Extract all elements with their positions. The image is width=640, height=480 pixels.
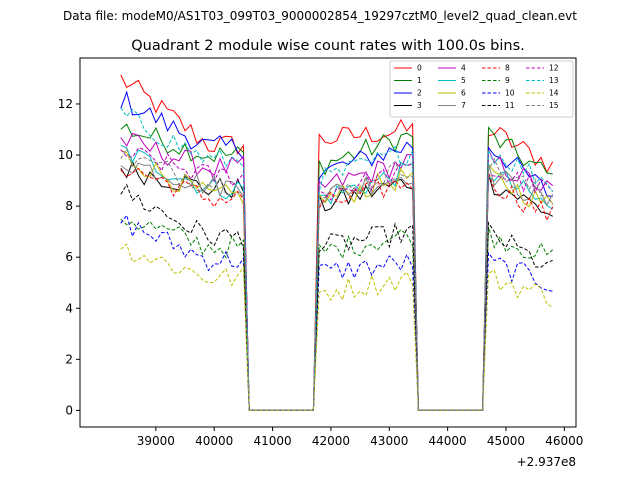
plot-frame	[79, 57, 577, 428]
legend-label: 7	[461, 101, 466, 110]
series-line-15	[120, 147, 554, 411]
x-tick-label: 40000	[195, 434, 233, 448]
x-offset-label: +2.937e8	[517, 455, 576, 469]
figure-suptitle: Data file: modeM0/AS1T03_099T03_90000028…	[63, 9, 577, 23]
legend-label: 3	[417, 101, 422, 110]
y-tick-label: 2	[65, 352, 73, 366]
legend-label: 10	[505, 89, 515, 98]
legend-label: 14	[549, 89, 559, 98]
legend-box	[389, 60, 574, 118]
plot-layer	[120, 74, 554, 411]
series-line-9	[120, 218, 554, 411]
x-tick-label: 39000	[137, 434, 175, 448]
legend-label: 9	[505, 76, 510, 85]
y-tick-label: 4	[65, 301, 73, 315]
y-tick-label: 12	[58, 97, 73, 111]
legend-label: 12	[549, 64, 559, 73]
y-tick-label: 6	[65, 250, 73, 264]
legend-label: 0	[417, 64, 422, 73]
legend-label: 13	[549, 76, 559, 85]
x-tick-label: 46000	[545, 434, 583, 448]
legend-label: 8	[505, 64, 510, 73]
x-tick-label: 45000	[487, 434, 525, 448]
chart-title: Quadrant 2 module wise count rates with …	[131, 38, 525, 54]
legend-label: 5	[461, 76, 466, 85]
x-tick-label: 41000	[253, 434, 291, 448]
y-tick-label: 10	[58, 148, 73, 162]
legend-label: 2	[417, 89, 422, 98]
legend-label: 4	[461, 64, 466, 73]
axis-layer: 39000 40000 41000 42000 43000 44000 45000 46000…	[58, 97, 584, 448]
x-tick-label: 42000	[312, 434, 350, 448]
legend-label: 11	[505, 101, 515, 110]
legend-label: 1	[417, 76, 422, 85]
y-tick-label: 8	[65, 199, 73, 213]
y-tick-label: 0	[65, 403, 73, 417]
legend-label: 6	[461, 89, 466, 98]
x-tick-label: 44000	[429, 434, 467, 448]
legend-label: 15	[549, 101, 559, 110]
x-tick-label: 43000	[370, 434, 408, 448]
